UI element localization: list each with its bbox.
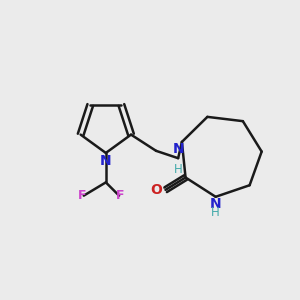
Text: H: H bbox=[211, 206, 220, 219]
Text: N: N bbox=[210, 197, 221, 212]
Text: N: N bbox=[100, 154, 112, 167]
Text: O: O bbox=[151, 183, 163, 197]
Text: H: H bbox=[174, 164, 183, 176]
Text: F: F bbox=[78, 189, 86, 202]
Text: F: F bbox=[116, 189, 125, 202]
Text: N: N bbox=[172, 142, 184, 156]
